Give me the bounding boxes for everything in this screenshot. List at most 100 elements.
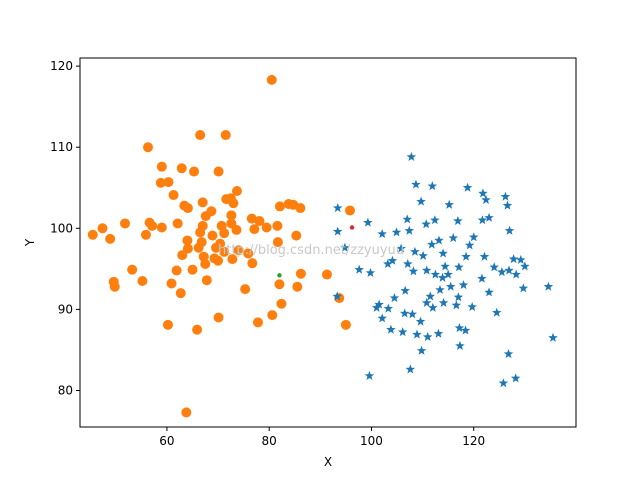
x-tick-label: 120 [462,434,485,448]
orange-point [192,324,203,335]
orange-point [181,407,192,418]
blue-star-point [416,345,427,355]
blue-star-point [435,284,445,294]
orange-point [274,201,285,212]
orange-point [172,218,183,229]
blue-star-point [500,191,511,201]
y-tick-label: 80 [58,384,73,398]
orange-point [147,220,158,231]
orange-point [220,130,231,141]
blue-star-point [430,215,440,225]
orange-point [200,258,211,269]
y-tick-label: 120 [50,59,73,73]
plot-marks [87,74,558,418]
blue-star-point [443,269,453,279]
blue-star-point [445,281,456,291]
orange-point [175,288,186,299]
blue-star-point [421,219,431,229]
blue-star-point [396,243,406,253]
orange-point [207,230,218,241]
blue-star-point [407,309,418,319]
blue-star-point [428,302,438,312]
blue-star-point [391,227,402,237]
orange-point [266,74,277,85]
blue-star-point [477,273,487,283]
orange-point [140,229,151,240]
orange-point [182,243,193,254]
blue-star-point [520,261,530,271]
blue-star-point [454,262,464,272]
orange-point [272,220,283,231]
blue-star-point [484,287,494,297]
orange-point [340,319,351,330]
orange-point [182,235,193,246]
orange-point [109,281,120,292]
orange-point [200,211,211,222]
blue-star-point [415,316,426,326]
blue-star-point [383,258,393,269]
blue-star-point [377,228,387,239]
x-tick-label: 80 [262,434,277,448]
blue-star-point [477,215,488,225]
blue-star-point [437,272,448,282]
orange-point [201,275,212,286]
y-tick-label: 100 [50,221,73,235]
blue-star-point [400,285,410,295]
blue-star-point [489,262,499,272]
blue-star-point [403,258,413,269]
orange-point [211,242,222,253]
red-center-point [349,225,355,230]
blue-star-point [332,226,343,236]
blue-star-point [504,265,514,275]
blue-star-point [484,212,494,222]
orange-point [295,203,306,214]
orange-point [219,246,230,257]
blue-star-point [461,251,471,261]
orange-point [156,161,167,172]
orange-point [176,163,187,174]
blue-star-point [467,301,477,312]
blue-star-point [508,254,519,264]
blue-star-point [374,299,384,309]
orange-point [193,242,204,253]
watermark-text: http://blog.csdn.net/zzyuyuu [218,243,404,258]
blue-star-point [386,324,396,334]
blue-star-point [332,203,343,213]
orange-point [87,229,98,240]
plot-frame [79,57,577,428]
orange-point [162,319,173,330]
orange-point [267,310,278,321]
blue-star-point [389,293,400,303]
orange-point [231,186,242,197]
blue-star-point [416,196,426,206]
blue-star-point [425,291,436,301]
blue-star-point [405,364,416,374]
y-axis-label: Y [23,238,37,247]
orange-point [166,278,177,289]
blue-star-point [491,307,502,317]
blue-star-point [427,239,437,249]
blue-star-point [410,246,420,256]
blue-star-point [421,265,432,275]
blue-star-point [462,182,473,192]
blue-star-point [497,267,507,277]
orange-point [252,317,263,328]
orange-point [344,205,355,216]
orange-point [295,268,306,279]
orange-point [213,255,224,266]
orange-point [261,222,272,233]
orange-point [274,279,285,290]
blue-star-point [332,291,342,301]
blue-star-point [498,378,509,388]
orange-point [155,177,166,188]
orange-point [233,245,244,256]
blue-star-point [387,255,398,265]
blue-star-point [363,217,373,227]
orange-point [292,281,303,292]
x-axis-label: X [324,455,332,469]
blue-star-point [444,199,454,209]
blue-star-point [438,297,449,307]
orange-point [321,269,332,280]
axis-ticks: 60 80 100 120 80 90 100 110 120 [50,59,485,448]
blue-star-point [404,225,415,235]
